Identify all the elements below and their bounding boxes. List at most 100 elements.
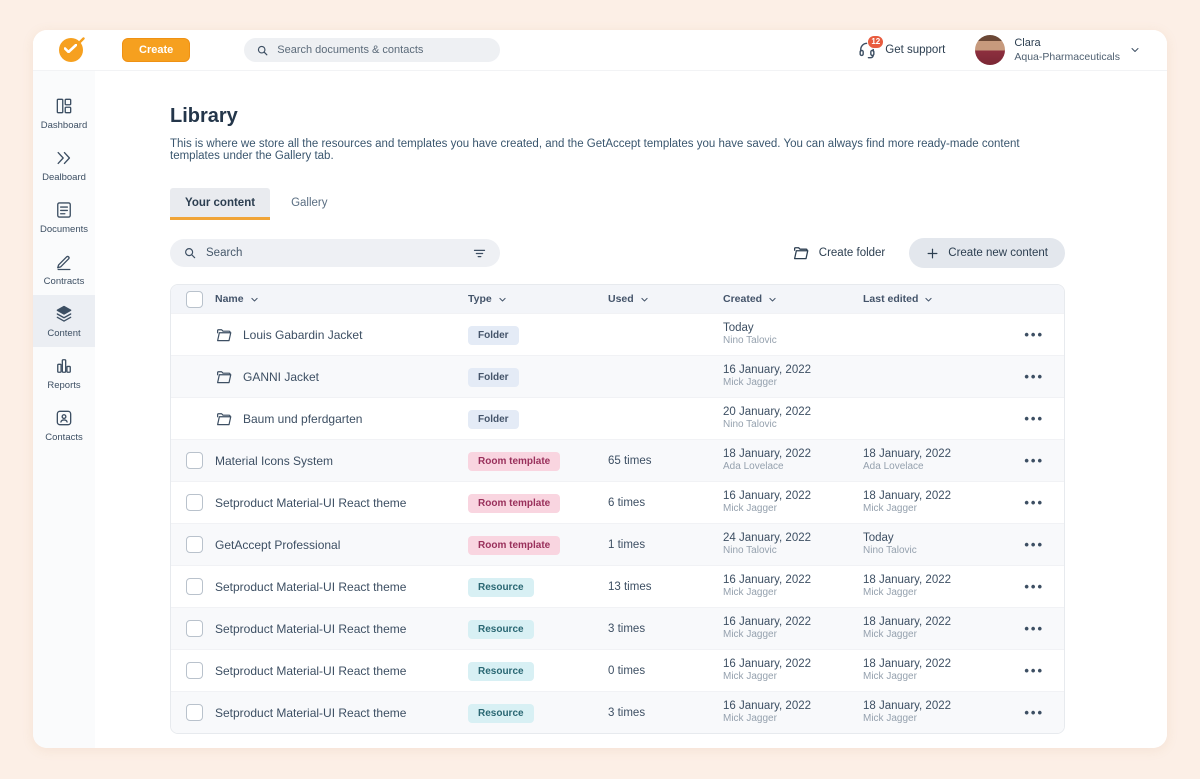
row-menu-button[interactable]: ••• xyxy=(1024,621,1044,636)
table-row[interactable]: Setproduct Material-UI React theme Resour… xyxy=(171,607,1064,649)
top-bar: Create Search documents & contacts 12 Ge… xyxy=(33,30,1167,71)
column-header-type[interactable]: Type xyxy=(468,293,608,305)
select-all-checkbox[interactable] xyxy=(186,290,203,308)
user-menu[interactable]: Clara Aqua-Pharmaceuticals xyxy=(975,35,1141,65)
row-edited-cell: 18 January, 2022 Mick Jagger xyxy=(863,699,1003,726)
row-type-cell: Room template xyxy=(468,451,608,471)
edited-by: Mick Jagger xyxy=(863,503,917,515)
sort-chevron-icon xyxy=(924,295,933,304)
table-row[interactable]: Baum und pferdgarten Folder 20 January, 20… xyxy=(171,397,1064,439)
folder-open-icon xyxy=(215,326,233,344)
type-badge: Room template xyxy=(468,493,561,513)
tab-bar: Your content Gallery xyxy=(170,188,1065,220)
filter-icon[interactable] xyxy=(472,246,487,261)
row-checkbox[interactable] xyxy=(186,494,203,511)
sidebar: Dashboard Dealboard Documents Contracts Cont… xyxy=(33,71,95,748)
row-checkbox[interactable] xyxy=(186,536,203,553)
row-menu-button[interactable]: ••• xyxy=(1024,327,1044,342)
row-type-cell: Room template xyxy=(468,493,608,513)
table-row[interactable]: Material Icons System Room template 65 tim… xyxy=(171,439,1064,481)
getaccept-logo-icon[interactable] xyxy=(59,37,85,63)
table-row[interactable]: GetAccept Professional Room template 1 tim… xyxy=(171,523,1064,565)
library-search-input[interactable]: Search xyxy=(170,239,500,267)
search-icon xyxy=(185,248,196,259)
row-menu-button[interactable]: ••• xyxy=(1024,495,1044,510)
row-name: Material Icons System xyxy=(215,453,334,468)
table-row[interactable]: Setproduct Material-UI React theme Room t… xyxy=(171,481,1064,523)
table-row[interactable]: Louis Gabardin Jacket Folder Today Nino Tal… xyxy=(171,313,1064,355)
column-header-name[interactable]: Name xyxy=(215,293,468,305)
library-toolbar: Search Create folder Create new content xyxy=(170,238,1065,268)
create-folder-button[interactable]: Create folder xyxy=(792,244,885,262)
created-by: Mick Jagger xyxy=(723,713,777,725)
tab-your-content[interactable]: Your content xyxy=(170,188,271,220)
support-notification-badge: 12 xyxy=(867,35,885,49)
row-type-cell: Room template xyxy=(468,535,608,555)
edited-date: 18 January, 2022 xyxy=(863,616,952,629)
edited-by: Mick Jagger xyxy=(863,587,917,599)
sort-chevron-icon xyxy=(640,295,649,304)
sidebar-item-dashboard[interactable]: Dashboard xyxy=(33,87,95,139)
table-row[interactable]: GANNI Jacket Folder 16 January, 2022 Mick J… xyxy=(171,355,1064,397)
column-header-label: Name xyxy=(215,293,244,305)
create-button[interactable]: Create xyxy=(122,38,191,62)
type-badge: Folder xyxy=(468,325,519,345)
column-header-last-edited[interactable]: Last edited xyxy=(863,293,1003,305)
sidebar-item-contracts[interactable]: Contracts xyxy=(33,243,95,295)
sidebar-item-label: Contracts xyxy=(43,275,85,287)
column-header-used[interactable]: Used xyxy=(608,293,723,305)
sidebar-item-label: Dealboard xyxy=(42,171,86,183)
library-search-placeholder: Search xyxy=(206,247,243,259)
row-checkbox-cell xyxy=(171,578,215,595)
row-name-cell: Setproduct Material-UI React theme xyxy=(215,496,468,510)
get-support-button[interactable]: 12 Get support xyxy=(857,35,946,60)
row-name-cell: Setproduct Material-UI React theme xyxy=(215,580,468,594)
created-by: Nino Talovic xyxy=(723,419,777,431)
row-type-cell: Folder xyxy=(468,367,608,387)
row-edited-cell: 18 January, 2022 Mick Jagger xyxy=(863,615,1003,642)
row-menu-button[interactable]: ••• xyxy=(1024,663,1044,678)
edited-date: 18 January, 2022 xyxy=(863,658,952,671)
table-row[interactable]: Setproduct Material-UI React theme Resour… xyxy=(171,691,1064,733)
sidebar-item-reports[interactable]: Reports xyxy=(33,347,95,399)
edited-date: Today xyxy=(863,532,894,545)
row-menu-button[interactable]: ••• xyxy=(1024,705,1044,720)
page-title: Library xyxy=(170,105,238,127)
row-name: Setproduct Material-UI React theme xyxy=(215,579,407,594)
sidebar-item-label: Documents xyxy=(39,223,89,235)
created-date: 24 January, 2022 xyxy=(723,532,812,545)
created-date: 20 January, 2022 xyxy=(723,406,812,419)
sidebar-item-content[interactable]: Content xyxy=(33,295,95,347)
row-created-cell: 16 January, 2022 Mick Jagger xyxy=(723,573,863,600)
get-support-label: Get support xyxy=(885,44,946,56)
row-checkbox-cell xyxy=(171,662,215,679)
row-menu-button[interactable]: ••• xyxy=(1024,453,1044,468)
edited-by: Ada Lovelace xyxy=(863,461,924,473)
sidebar-item-documents[interactable]: Documents xyxy=(33,191,95,243)
table-row[interactable]: Setproduct Material-UI React theme Resour… xyxy=(171,649,1064,691)
create-new-content-button[interactable]: Create new content xyxy=(909,238,1065,268)
sidebar-item-dealboard[interactable]: Dealboard xyxy=(33,139,95,191)
column-header-created[interactable]: Created xyxy=(723,293,863,305)
row-menu-button[interactable]: ••• xyxy=(1024,579,1044,594)
created-by: Nino Talovic xyxy=(723,545,777,557)
global-search-input[interactable]: Search documents & contacts xyxy=(244,38,501,62)
table-row[interactable]: Setproduct Material-UI React theme Resour… xyxy=(171,565,1064,607)
created-date: 16 January, 2022 xyxy=(723,490,812,503)
type-badge: Folder xyxy=(468,367,519,387)
table-body: Louis Gabardin Jacket Folder Today Nino Tal… xyxy=(171,313,1064,733)
row-checkbox[interactable] xyxy=(186,620,203,637)
tab-gallery[interactable]: Gallery xyxy=(291,196,328,209)
type-badge: Resource xyxy=(468,619,534,639)
row-checkbox[interactable] xyxy=(186,704,203,721)
row-checkbox[interactable] xyxy=(186,578,203,595)
edited-by: Mick Jagger xyxy=(863,713,917,725)
sidebar-item-contacts[interactable]: Contacts xyxy=(33,399,95,451)
row-checkbox[interactable] xyxy=(186,452,203,469)
created-by: Mick Jagger xyxy=(723,503,777,515)
row-menu-button[interactable]: ••• xyxy=(1024,411,1044,426)
row-menu-button[interactable]: ••• xyxy=(1024,537,1044,552)
row-used-cell: 1 times xyxy=(608,538,646,551)
row-menu-button[interactable]: ••• xyxy=(1024,369,1044,384)
row-checkbox[interactable] xyxy=(186,662,203,679)
